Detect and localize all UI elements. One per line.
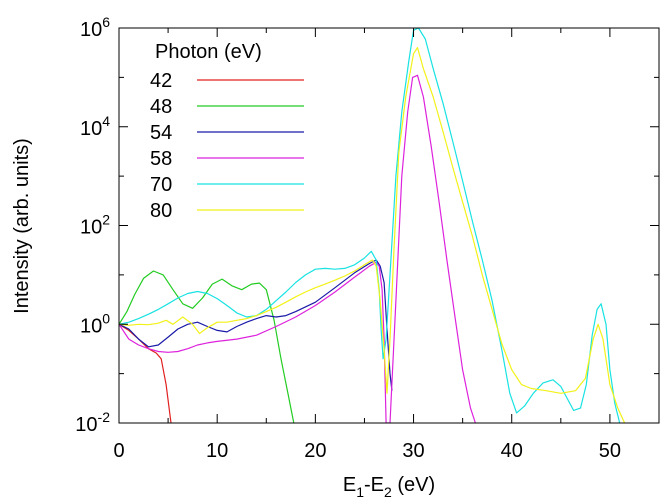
series-line-54	[119, 259, 393, 391]
series-line-58	[119, 74, 476, 423]
y-tick-base: 10	[80, 19, 102, 41]
y-tick-base: 10	[80, 315, 102, 337]
legend-title: Photon (eV)	[155, 41, 262, 63]
x-axis-title: E1-E2 (eV)	[343, 474, 435, 500]
legend-label: 54	[150, 122, 172, 144]
x-axis-title-sub2: 2	[384, 484, 392, 500]
x-tick-label: 30	[402, 440, 424, 462]
y-tick-exponent: -2	[98, 409, 111, 425]
x-tick-label: 50	[599, 440, 621, 462]
series-line-42	[119, 323, 172, 423]
y-tick-base: 10	[80, 118, 102, 140]
x-tick-label: 20	[304, 440, 326, 462]
series-line-48	[119, 270, 295, 423]
legend: Photon (eV) 42 48 54 58 70 80	[150, 41, 304, 222]
x-tick-label: 10	[206, 440, 228, 462]
y-tick-exponent: 2	[102, 212, 110, 228]
y-tick-label: 100	[80, 310, 110, 337]
series-group	[119, 28, 626, 423]
y-axis-title: Intensity (arb. units)	[11, 138, 33, 314]
x-axis-title-sub1: 1	[356, 484, 364, 500]
x-axis-title-tail: (eV)	[392, 474, 435, 496]
y-tick-label: 104	[80, 113, 110, 140]
ticks-group	[118, 27, 659, 424]
legend-label: 42	[150, 70, 172, 92]
legend-label: 58	[150, 148, 172, 170]
y-tick-label: 10-2	[75, 409, 110, 436]
legend-label: 48	[150, 96, 172, 118]
series-line-70	[119, 28, 621, 423]
legend-label: 80	[150, 200, 172, 222]
x-axis-title-base1: E	[343, 474, 356, 496]
y-tick-exponent: 6	[102, 14, 110, 30]
y-tick-label: 102	[80, 212, 110, 239]
y-tick-base: 10	[80, 217, 102, 239]
x-tick-label: 40	[501, 440, 523, 462]
x-axis-title-mid: -E	[364, 474, 384, 496]
legend-label: 70	[150, 174, 172, 196]
y-tick-label: 106	[80, 14, 110, 41]
y-tick-exponent: 4	[102, 113, 110, 129]
y-tick-base: 10	[75, 414, 97, 436]
series-line-80	[119, 47, 626, 423]
x-tick-label: 0	[113, 440, 124, 462]
y-tick-exponent: 0	[102, 310, 110, 326]
